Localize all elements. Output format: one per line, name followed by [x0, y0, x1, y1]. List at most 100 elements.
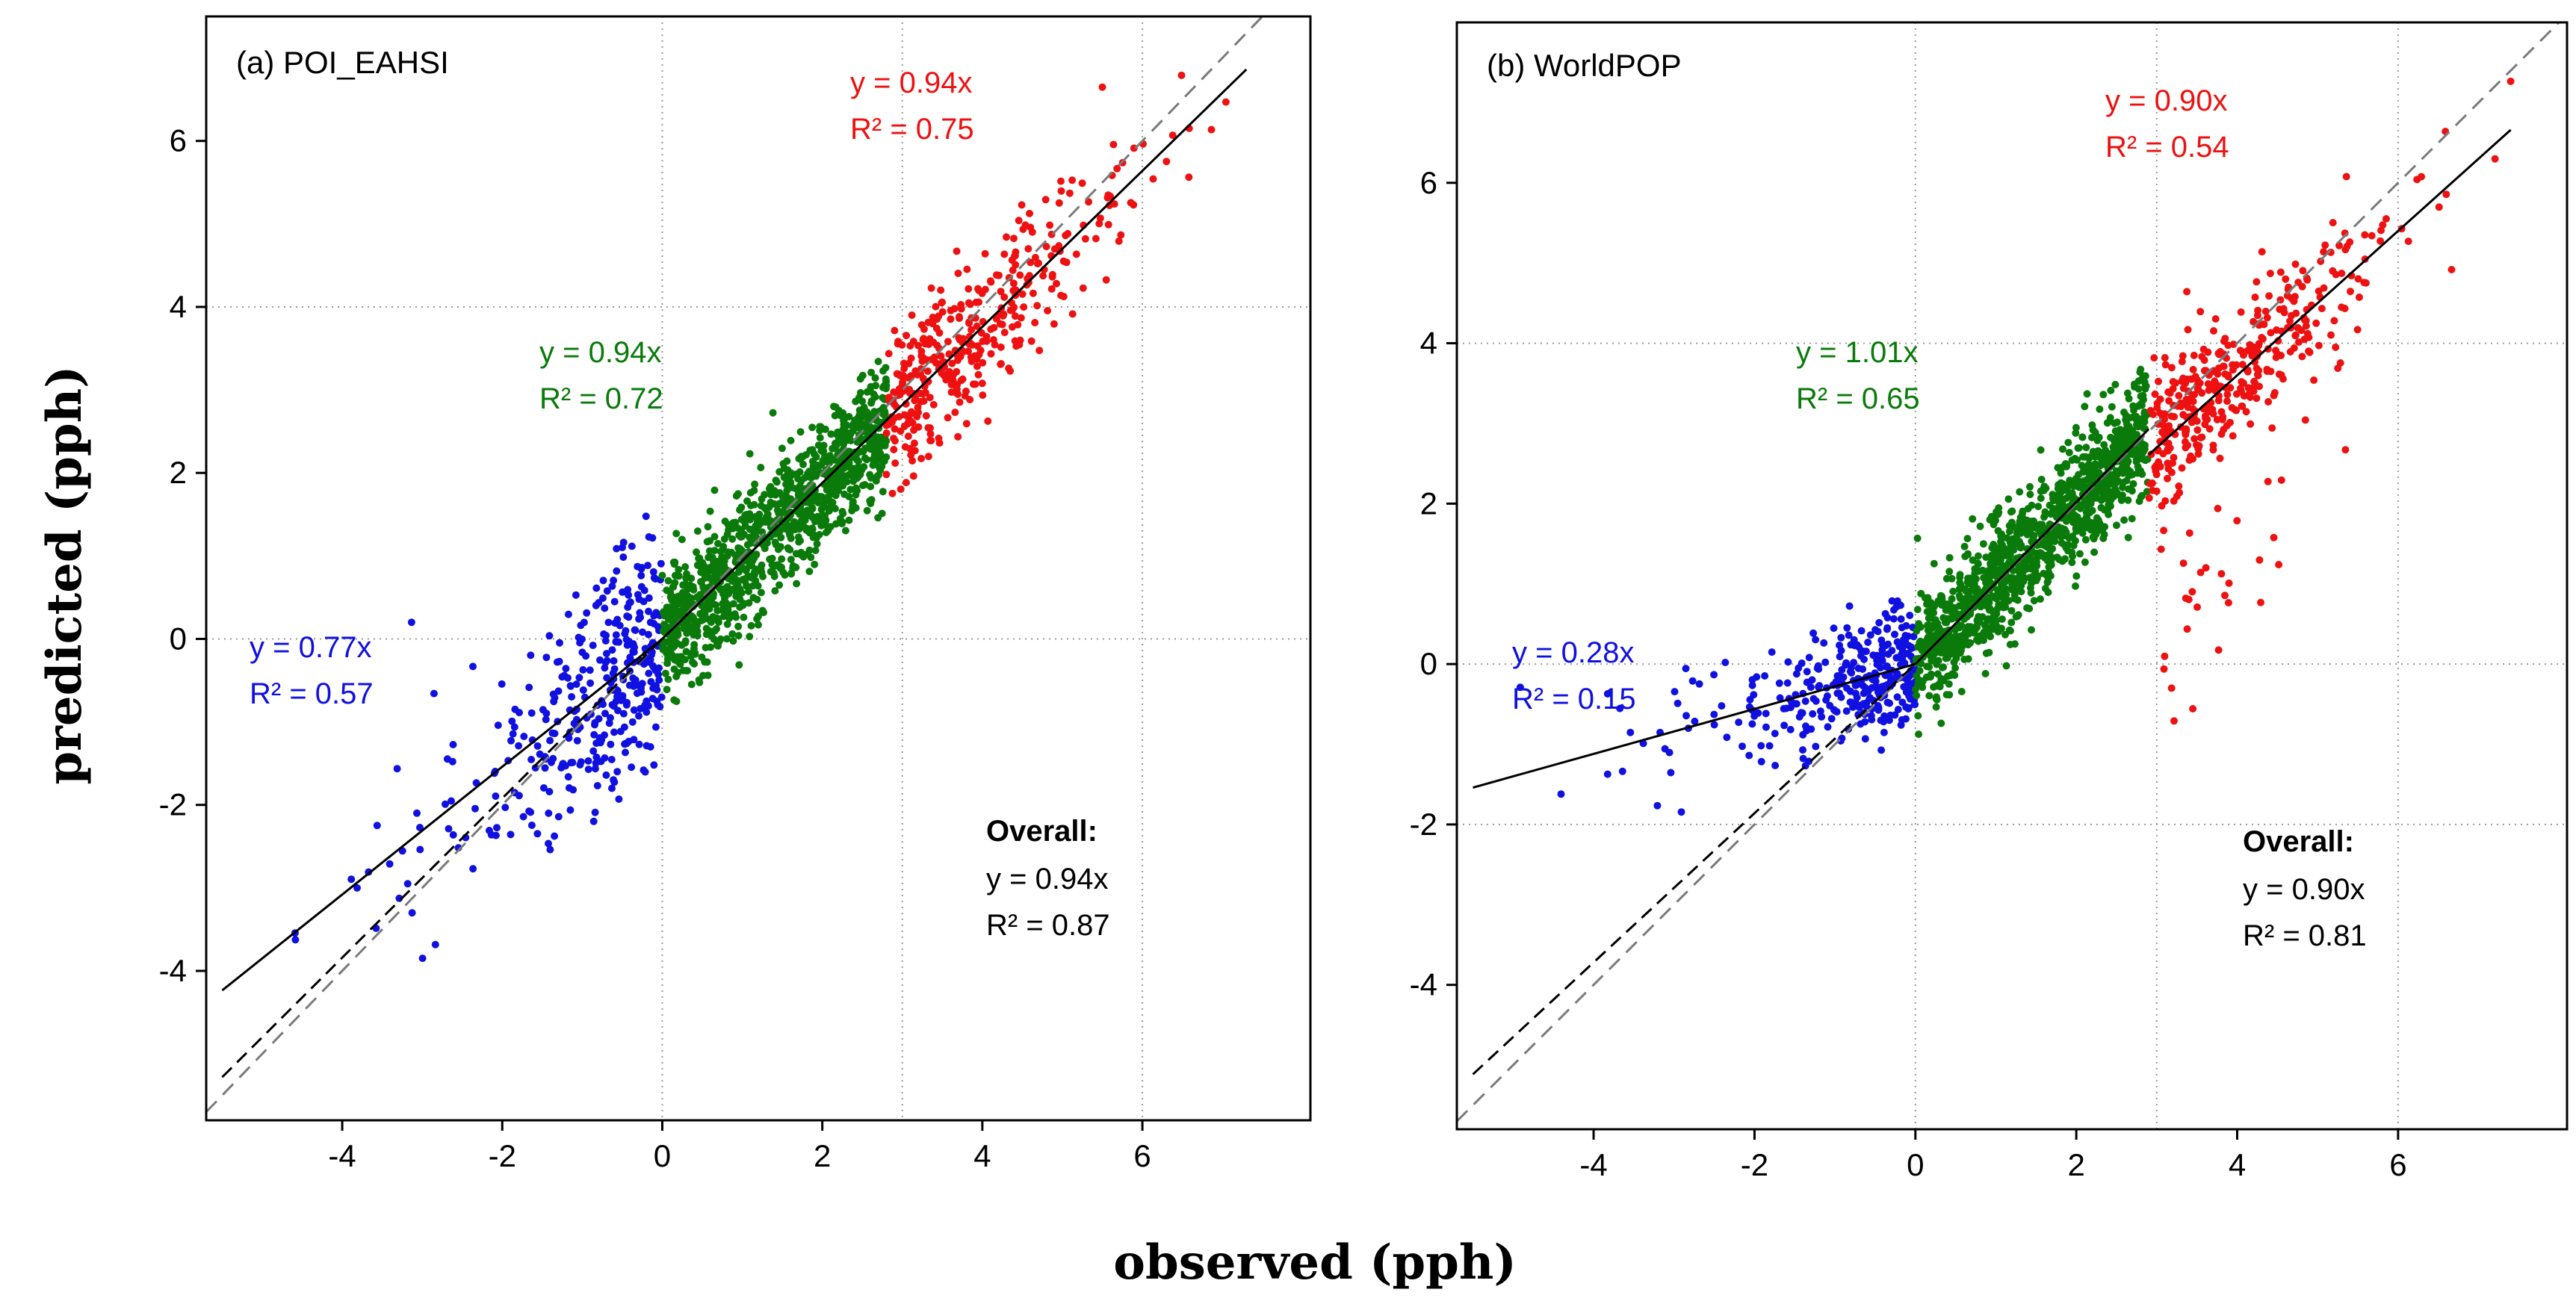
point-mid [835, 479, 843, 488]
point-mid [702, 624, 710, 633]
r-squared: R² = 0.65 [1796, 382, 1920, 415]
point-mid [2121, 441, 2129, 449]
point-high [935, 329, 944, 337]
point-high [1006, 367, 1015, 375]
point-high [2263, 314, 2271, 322]
point-high [2303, 276, 2312, 284]
point-low [577, 621, 585, 630]
identity-line [206, 16, 1263, 1113]
point-mid [879, 410, 888, 418]
point-high [2292, 309, 2300, 317]
point-mid [787, 436, 795, 444]
point-high [2158, 428, 2166, 436]
point-high [923, 367, 932, 375]
point-low [1762, 723, 1770, 731]
point-high [944, 414, 952, 422]
point-mid [811, 547, 820, 554]
point-mid [677, 653, 685, 661]
point-mid [874, 358, 882, 365]
point-mid [761, 491, 769, 499]
point-low [586, 679, 595, 687]
point-mid [663, 603, 671, 612]
point-mid [796, 482, 804, 490]
point-mid [861, 481, 869, 488]
point-high [973, 342, 982, 350]
point-low [1674, 699, 1682, 707]
point-high [2166, 444, 2174, 452]
point-high [882, 429, 891, 437]
point-mid [691, 649, 699, 657]
point-low [1809, 629, 1818, 637]
point-mid [1919, 677, 1927, 685]
point-high [2253, 278, 2261, 286]
point-low [589, 817, 598, 825]
point-mid [874, 514, 882, 522]
point-low [629, 674, 637, 682]
point-low [1837, 633, 1845, 642]
point-low [1904, 649, 1913, 657]
point-high [2223, 397, 2231, 406]
point-low [507, 831, 515, 839]
point-mid [2007, 606, 2016, 615]
point-low [507, 736, 515, 745]
point-high [2291, 332, 2300, 340]
point-high [921, 388, 929, 397]
point-high [1050, 320, 1058, 328]
point-mid [863, 388, 871, 396]
point-low [562, 665, 570, 673]
r-squared: R² = 0.57 [250, 677, 374, 710]
point-low [1812, 636, 1820, 644]
point-mid [2123, 476, 2131, 485]
point-low [613, 567, 621, 575]
point-mid [2095, 516, 2102, 524]
point-low [442, 800, 449, 808]
point-mid [696, 591, 704, 599]
point-high [1000, 293, 1009, 301]
point-high [1127, 199, 1135, 207]
point-low [568, 693, 576, 701]
point-mid [1938, 592, 1946, 600]
point-mid [2064, 438, 2072, 447]
point-mid [731, 556, 740, 565]
point-mid [2006, 627, 2014, 635]
point-mid [840, 490, 849, 498]
point-low [1911, 701, 1919, 709]
point-mid [734, 622, 743, 630]
point-low [1835, 689, 1843, 698]
point-high [2291, 260, 2300, 268]
point-mid [668, 651, 676, 659]
point-low [553, 658, 561, 666]
panel-title: (b) WorldPOP [1487, 48, 1682, 83]
point-mid [761, 504, 769, 512]
point-low [622, 748, 629, 757]
point-mid [2081, 535, 2090, 544]
point-high [1079, 284, 1087, 292]
point-mid [740, 613, 748, 621]
point-mid [710, 547, 719, 555]
point-low [408, 909, 416, 917]
point-mid [665, 609, 673, 618]
point-low [515, 742, 523, 750]
point-mid [1918, 647, 1926, 654]
point-high [2198, 433, 2206, 441]
point-mid [2134, 385, 2143, 393]
point-mid [771, 538, 779, 547]
point-mid [2078, 501, 2087, 509]
point-mid [1948, 594, 1956, 603]
point-low [637, 571, 645, 580]
y-tick-label: 6 [170, 123, 187, 158]
point-mid [2106, 414, 2114, 422]
point-high [1033, 302, 1041, 310]
point-mid [1933, 630, 1941, 638]
point-mid [2120, 516, 2128, 524]
point-high [1113, 164, 1121, 173]
point-high [951, 409, 959, 417]
overall-annotation: Overall: y = 0.94x R² = 0.87 [986, 815, 1110, 942]
point-high [2253, 364, 2261, 373]
point-high [2210, 382, 2218, 390]
overall-heading: Overall: [2243, 825, 2354, 858]
point-low [1784, 658, 1792, 666]
point-mid [2111, 427, 2120, 435]
point-low [579, 686, 587, 694]
point-mid [697, 577, 705, 586]
